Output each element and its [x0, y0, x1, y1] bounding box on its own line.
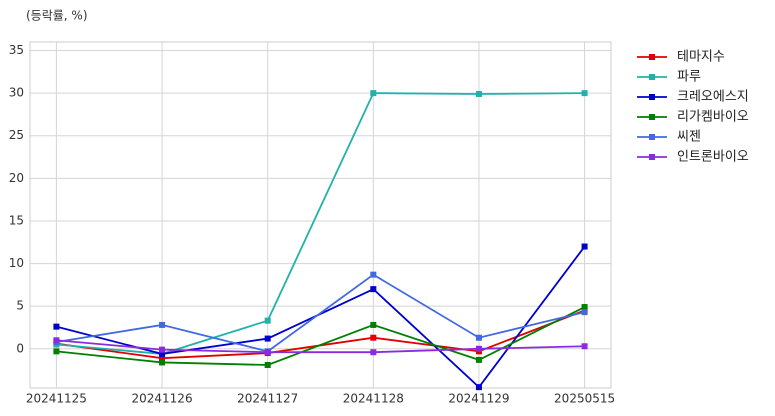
legend-marker [649, 154, 655, 160]
point-marker [53, 323, 60, 330]
x-tick-label: 20241128 [343, 392, 404, 406]
point-marker [370, 271, 377, 278]
y-tick-label: 5 [16, 299, 24, 313]
x-tick-label: 20241126 [132, 392, 193, 406]
point-marker [581, 309, 588, 316]
series-line [56, 92, 585, 355]
y-axis-label: (등락률, %) [26, 9, 88, 23]
point-marker [159, 350, 166, 357]
point-marker [53, 337, 60, 344]
point-marker [475, 384, 482, 391]
legend-label: 테마지수 [677, 50, 725, 65]
legend-marker [649, 134, 655, 140]
point-marker [159, 355, 166, 362]
y-tick-label: 10 [9, 256, 24, 270]
point-marker [475, 334, 482, 341]
point-marker [159, 346, 166, 353]
point-marker [475, 345, 482, 352]
y-tick-label: 0 [16, 341, 24, 355]
plot-frame [29, 41, 612, 389]
y-tick-label: 25 [9, 128, 24, 142]
point-marker [370, 321, 377, 328]
point-marker [370, 286, 377, 293]
point-marker [475, 356, 482, 363]
point-marker [581, 243, 588, 250]
point-marker [581, 90, 588, 97]
x-tick-label: 20241127 [237, 392, 298, 406]
point-marker [264, 335, 271, 342]
series-line [56, 273, 585, 353]
x-tick-label: 20241125 [26, 392, 87, 406]
legend-label: 크레오에스지 [677, 90, 749, 105]
y-tick-label: 20 [9, 171, 24, 185]
point-marker [264, 317, 271, 324]
legend-marker [649, 114, 655, 120]
series-line [56, 245, 586, 389]
y-tick-label: 35 [9, 43, 24, 57]
y-tick-label: 15 [9, 213, 24, 227]
x-tick-label: 20241129 [448, 392, 509, 406]
point-marker [159, 321, 166, 328]
legend-marker [649, 54, 655, 60]
point-marker [581, 343, 588, 350]
point-marker [370, 349, 377, 356]
series-line [56, 339, 585, 354]
point-marker [159, 359, 166, 366]
point-marker [581, 304, 588, 311]
point-marker [475, 90, 482, 97]
legend-label: 씨젠 [677, 130, 701, 145]
x-tick-label: 20250515 [554, 392, 615, 406]
legend-label: 인트론바이오 [677, 150, 749, 165]
point-marker [264, 361, 271, 368]
legend-label: 리가켐바이오 [677, 110, 749, 125]
point-marker [370, 90, 377, 97]
legend-label: 파루 [677, 70, 701, 85]
legend-marker [649, 74, 655, 80]
y-tick-label: 30 [9, 86, 24, 100]
series-line [56, 306, 585, 366]
point-marker [264, 349, 271, 356]
point-marker [370, 334, 377, 341]
legend-marker [649, 94, 655, 100]
point-marker [53, 348, 60, 355]
